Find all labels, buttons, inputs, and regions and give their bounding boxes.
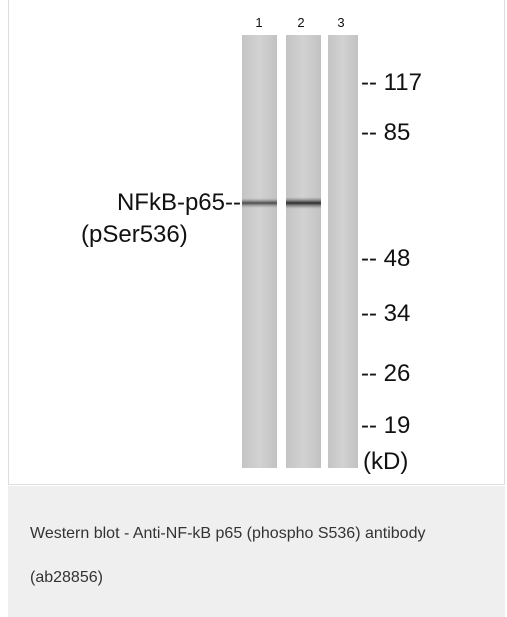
blot: 1 2 3 -- 117 -- 85 -- 48 -- 34 -- 26 -- …	[1, 0, 498, 485]
marker-label: -- 26	[361, 360, 410, 387]
figure: 1 2 3 -- 117 -- 85 -- 48 -- 34 -- 26 -- …	[8, 0, 505, 485]
lane	[286, 35, 321, 468]
caption: Western blot - Anti-NF-kB p65 (phospho S…	[30, 512, 460, 600]
marker-label: -- 117	[361, 69, 422, 96]
band	[242, 198, 277, 208]
marker-label: -- 34	[361, 300, 410, 327]
lane	[242, 35, 277, 468]
unit-label: (kD)	[363, 448, 408, 475]
marker-label: -- 48	[361, 245, 410, 272]
lane-label: 3	[337, 15, 344, 30]
lane	[328, 35, 358, 468]
band-label: (pSer536)	[81, 221, 188, 248]
lane-label: 2	[297, 15, 304, 30]
caption-box: Western blot - Anti-NF-kB p65 (phospho S…	[8, 486, 505, 617]
lane-label: 1	[255, 15, 262, 30]
band	[286, 197, 321, 209]
marker-label: -- 19	[361, 412, 410, 439]
marker-label: -- 85	[361, 119, 410, 146]
band-label: NFkB-p65--	[117, 189, 241, 216]
page: 1 2 3 -- 117 -- 85 -- 48 -- 34 -- 26 -- …	[0, 0, 507, 617]
